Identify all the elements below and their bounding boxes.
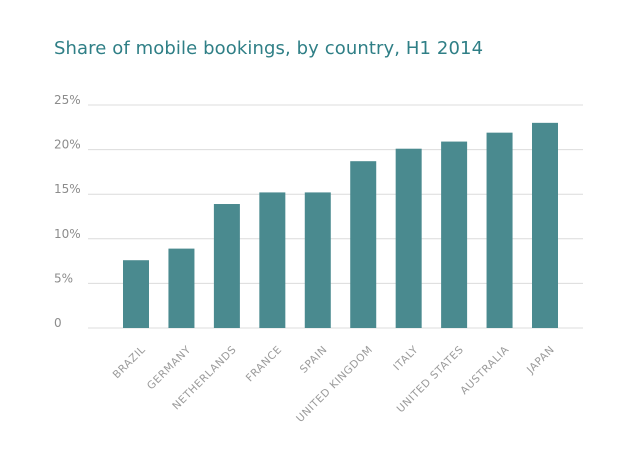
bar <box>168 248 195 328</box>
bar <box>213 204 240 328</box>
bar <box>441 141 468 328</box>
y-axis-ticks: 0 5% 10% 15% 20% 25% <box>54 93 81 330</box>
bar <box>486 132 513 328</box>
x-tick-label: JAPAN <box>524 344 557 377</box>
bar <box>304 192 331 328</box>
x-tick-label: AUSTRALIA <box>458 343 512 397</box>
y-tick-label: 15% <box>54 182 81 196</box>
x-tick-label: FRANCE <box>244 344 285 385</box>
x-tick-label: SPAIN <box>298 344 330 376</box>
y-tick-label: 0 <box>54 316 62 330</box>
x-tick-label: BRAZIL <box>111 344 148 381</box>
bar <box>532 122 558 328</box>
bar <box>123 260 149 328</box>
bar <box>350 161 377 328</box>
x-tick-label: GERMANY <box>145 344 194 393</box>
y-tick-label: 25% <box>54 93 81 107</box>
x-tick-label: ITALY <box>391 344 421 374</box>
chart-title: Share of mobile bookings, by country, H1… <box>54 38 484 59</box>
bar <box>395 148 422 328</box>
y-tick-label: 5% <box>54 271 73 285</box>
bar <box>259 192 286 328</box>
y-tick-label: 10% <box>54 227 81 241</box>
y-tick-label: 20% <box>54 138 81 152</box>
bars <box>123 122 558 328</box>
x-tick-label: UNITED KINGDOM <box>294 344 375 425</box>
